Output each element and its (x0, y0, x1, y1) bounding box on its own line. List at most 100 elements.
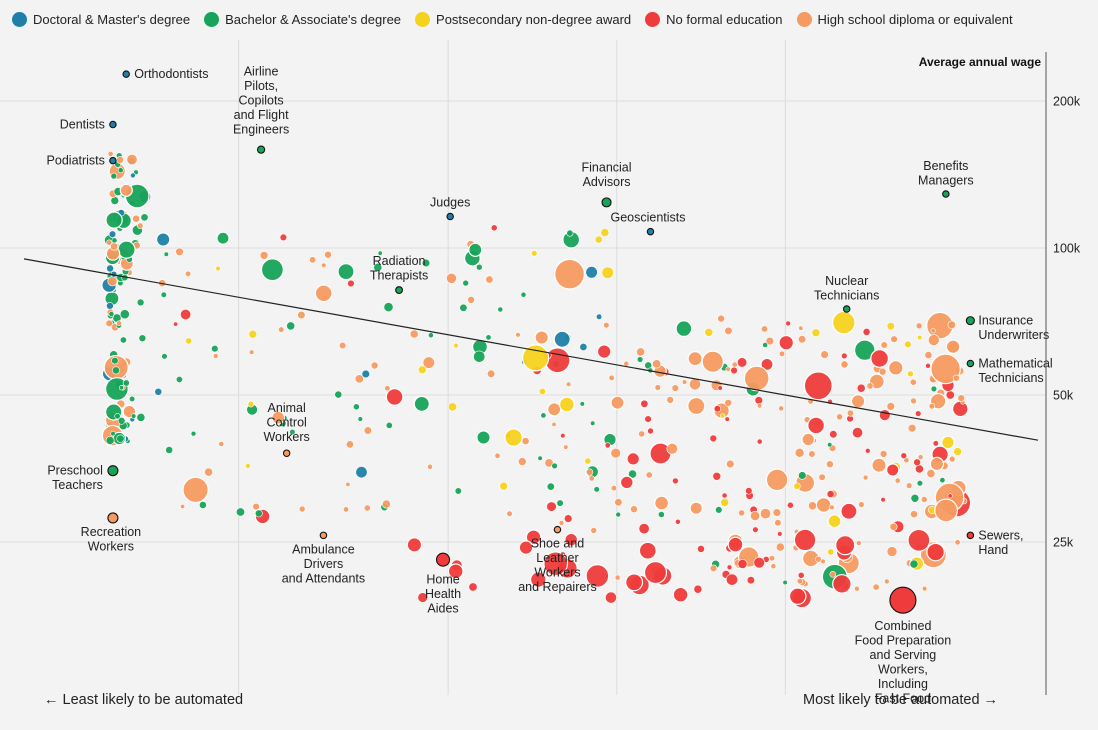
occupation-bubble (727, 536, 744, 553)
occupation-bubble (588, 475, 595, 482)
occupation-bubble (563, 514, 573, 523)
occupation-bubble (915, 322, 923, 330)
occupation-bubble (864, 447, 871, 454)
occupation-bubble (811, 328, 821, 338)
occupation-bubble (590, 420, 596, 426)
occupation-bubble (721, 492, 728, 499)
occupation-bubble (886, 322, 895, 331)
occupation-bubble (110, 172, 118, 180)
occupation-bubble (447, 402, 457, 412)
occupation-bubble (840, 502, 858, 520)
occupation-bubble (904, 340, 912, 349)
occupation-bubble (652, 359, 662, 369)
occupation-bubble (831, 310, 856, 335)
occupation-bubble (778, 350, 786, 358)
occupation-bubble (347, 279, 355, 288)
legend-item-doctoral[interactable]: Doctoral & Master's degree (12, 11, 190, 27)
occupation-bubble (907, 528, 931, 552)
occupation-bubble (314, 284, 333, 303)
y-tick-label: 50k (1053, 389, 1074, 403)
legend-item-no-formal[interactable]: No formal education (645, 11, 783, 27)
occupation-bubble (163, 251, 169, 257)
occupation-bubble (185, 337, 192, 345)
occupation-bubble (930, 385, 938, 393)
occupation-bubble (815, 555, 822, 563)
occupation-bubble (687, 351, 703, 367)
occupation-bubble (593, 486, 600, 493)
occupation-bubble (619, 475, 634, 490)
occupation-bubble (886, 463, 900, 477)
occupation-bubble (546, 501, 557, 512)
occupation-bubble (731, 361, 738, 368)
labeled-point-marker (395, 286, 404, 295)
legend-item-bachelor[interactable]: Bachelor & Associate's degree (204, 11, 401, 27)
occupation-bubble (182, 476, 209, 504)
occupation-bubble (926, 542, 945, 562)
occupation-bubble (116, 320, 122, 327)
footer-most-likely: Most likely to be automated → (803, 692, 999, 708)
occupation-bubble (517, 457, 527, 466)
occupation-bubble (377, 250, 383, 256)
occupation-bubble (743, 365, 770, 392)
legend-item-postsecondary[interactable]: Postsecondary non-degree award (415, 11, 632, 27)
occupation-bubble (337, 263, 355, 281)
occupation-bubble (879, 409, 891, 421)
occupation-bubble (675, 518, 681, 525)
occupation-bubble (137, 222, 144, 229)
occupation-bubble (119, 309, 130, 320)
labeled-point-marker (319, 531, 328, 540)
occupation-bubble (760, 325, 768, 333)
labeled-point-marker (122, 70, 130, 78)
occupation-bubble (808, 450, 816, 458)
occupation-bubble (724, 398, 733, 407)
occupation-bubble (610, 395, 625, 410)
occupation-bubble (140, 213, 149, 222)
occupation-bubble (236, 507, 246, 517)
occupation-bubble (180, 503, 186, 509)
occupation-bubble (286, 321, 296, 331)
labeled-point-text: Preschool Teachers (47, 464, 103, 493)
occupation-bubble (119, 183, 133, 197)
legend-label-high-school: High school diploma or equivalent (817, 11, 1013, 27)
occupation-bubble (752, 526, 759, 533)
occupation-bubble (130, 172, 136, 179)
occupation-bubble (544, 458, 554, 468)
occupation-bubble (190, 430, 197, 437)
occupation-bubble (715, 506, 723, 514)
occupation-bubble (693, 584, 703, 594)
occupation-bubble (925, 362, 931, 369)
legend-label-postsecondary: Postsecondary non-degree award (436, 11, 632, 27)
occupation-bubble (760, 357, 774, 371)
legend-swatch-postsecondary (415, 11, 431, 27)
labeled-point-marker (256, 145, 266, 154)
occupation-bubble (271, 410, 286, 425)
occupation-bubble (880, 341, 888, 349)
footer-least-likely: ← Least likely to be automated (44, 692, 244, 708)
occupation-bubble (608, 374, 615, 382)
occupation-bubble (211, 345, 219, 353)
occupation-bubble (724, 416, 730, 422)
occupation-bubble (879, 450, 888, 458)
occupation-bubble (116, 156, 124, 164)
legend-swatch-doctoral (12, 11, 27, 27)
occupation-bubble (796, 578, 804, 585)
occupation-bubble (108, 230, 117, 238)
occupation-bubble (106, 264, 114, 273)
occupation-bubble (459, 303, 468, 312)
occupation-bubble (853, 339, 876, 361)
occupation-bubble (497, 306, 504, 313)
occupation-bubble (155, 232, 171, 247)
occupation-bubble (775, 542, 785, 552)
occupation-bubble (355, 466, 368, 479)
occupation-bubble (345, 440, 354, 449)
occupation-bubble (928, 402, 936, 410)
occupation-bubble (298, 505, 306, 513)
occupation-bubble (643, 560, 668, 585)
legend-item-high-school[interactable]: High school diploma or equivalent (796, 11, 1013, 27)
occupation-bubble (628, 469, 637, 479)
labeled-point-text: Insurance Underwriters (978, 314, 1049, 343)
occupation-bubble (551, 421, 557, 427)
occupation-bubble (160, 291, 167, 298)
labeled-point-marker (446, 212, 454, 221)
occupation-bubble (638, 523, 650, 535)
